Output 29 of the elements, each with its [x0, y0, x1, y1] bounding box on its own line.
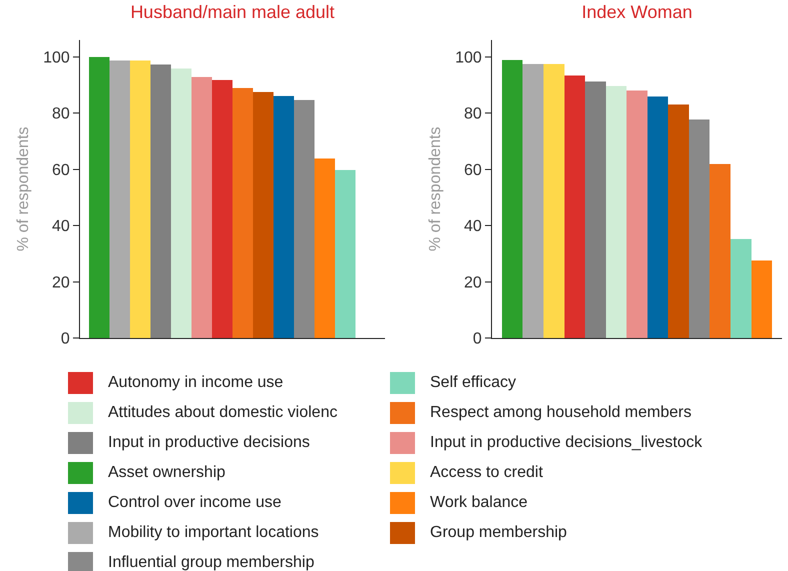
- legend-label: Respect among household members: [430, 404, 692, 422]
- y-axis-title: % of respondents: [14, 126, 32, 252]
- legend-label: Access to credit: [430, 464, 543, 482]
- y-tick-label: 100: [455, 49, 482, 66]
- y-axis-title: % of respondents: [426, 126, 444, 252]
- y-tick-label: 60: [52, 162, 70, 179]
- y-tick-label: 40: [52, 218, 70, 236]
- legend-label: Attitudes about domestic violenc: [108, 404, 338, 422]
- y-tick-label: 20: [52, 274, 70, 292]
- y-tick-label: 0: [472, 330, 482, 348]
- legend-label: Work balance: [430, 494, 528, 512]
- legend-label: Autonomy in income use: [108, 374, 284, 392]
- y-tick-label: 80: [464, 106, 482, 123]
- chart-title: Husband/main male adult: [130, 2, 335, 22]
- chart-title: Index Woman: [582, 2, 692, 22]
- y-tick-label: 0: [60, 330, 70, 348]
- legend-label: Input in productive decisions: [108, 434, 310, 452]
- legend-label: Group membership: [430, 524, 567, 542]
- legend-label: Influential group membership: [108, 554, 314, 571]
- legend-label: Self efficacy: [430, 374, 516, 392]
- legend-label: Mobility to important locations: [108, 524, 319, 542]
- y-tick-label: 100: [43, 49, 70, 66]
- y-tick-label: 60: [464, 162, 482, 179]
- legend-label: Control over income use: [108, 494, 282, 512]
- legend-label: Input in productive decisions_livestock: [430, 434, 702, 452]
- y-tick-label: 40: [464, 218, 482, 236]
- y-tick-label: 80: [52, 106, 70, 123]
- legend-label: Asset ownership: [108, 464, 226, 482]
- y-tick-label: 20: [464, 274, 482, 292]
